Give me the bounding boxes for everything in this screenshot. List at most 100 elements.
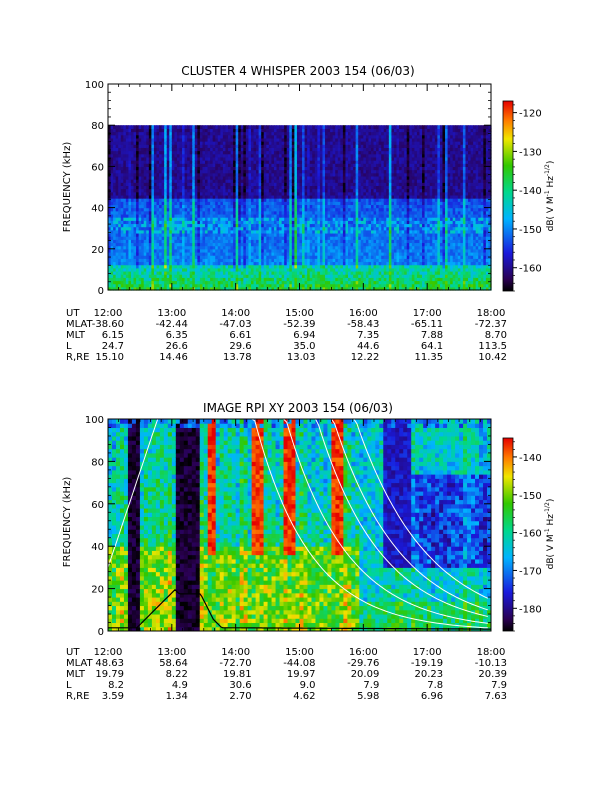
spectrogram-cell [194, 144, 198, 148]
spectrogram-cell [228, 220, 232, 225]
spectrogram-cell [230, 188, 234, 193]
spectrogram-cell [113, 150, 117, 155]
spectrogram-cell [220, 179, 224, 183]
spectrogram-cell [202, 223, 206, 228]
spectrogram-cell [161, 267, 165, 272]
spectrogram-cell [245, 286, 250, 291]
spectrogram-cell [115, 223, 119, 228]
spectrogram-cell [156, 245, 160, 250]
spectrogram-cell [125, 194, 130, 199]
spectrogram-cell [182, 261, 186, 266]
spectrogram-cell [222, 166, 227, 171]
spectrogram-cell [217, 175, 221, 180]
spectrogram-cell [235, 147, 239, 152]
spectrogram-cell [233, 236, 237, 240]
spectrogram-cell [217, 166, 221, 171]
spectrogram-cell [115, 236, 119, 240]
spectrogram-cell [187, 175, 191, 180]
spectrogram-cell [240, 141, 244, 145]
spectrogram-cell [161, 242, 165, 247]
spectrogram-cell [189, 223, 193, 228]
spectrogram-cell [243, 137, 247, 142]
spectrogram-cell [118, 172, 122, 177]
spectrogram-cell [235, 134, 239, 139]
spectrogram-cell [108, 223, 112, 228]
spectrogram-cell [161, 144, 165, 148]
spectrogram-cell [110, 147, 114, 152]
spectrogram-cell [179, 182, 183, 187]
spectrogram-cell [148, 274, 152, 278]
spectrogram-cell [235, 201, 239, 206]
spectrogram-cell [130, 207, 135, 212]
spectrogram-cell [123, 204, 127, 209]
spectrogram-cell [176, 229, 181, 234]
spectrogram-cell [133, 182, 137, 187]
spectrogram-cell [148, 166, 152, 171]
spectrogram-cell [215, 156, 219, 161]
spectrogram-cell [133, 242, 137, 247]
spectrogram-cell [133, 264, 137, 269]
spectrogram-cell [166, 153, 170, 158]
spectrogram-cell [212, 169, 216, 174]
spectrogram-cell [164, 182, 168, 187]
spectrogram-cell [118, 267, 122, 272]
spectrogram-cell [138, 274, 142, 278]
spectrogram-cell [238, 166, 242, 171]
spectrogram-cell [166, 134, 170, 139]
spectrogram-cell [199, 201, 204, 206]
spectrogram-cell [148, 156, 152, 161]
spectrogram-cell [238, 194, 242, 199]
spectrogram-cell [110, 277, 114, 282]
spectrogram-cell [230, 172, 234, 177]
spectrogram-cell [169, 191, 173, 196]
spectrogram-cell [113, 236, 117, 240]
spectrogram-cell [156, 242, 160, 247]
spectrogram-cell [159, 153, 163, 158]
spectrogram-cell [194, 283, 198, 288]
spectrogram-cell [245, 172, 250, 177]
spectrogram-cell [113, 179, 117, 183]
spectrogram-cell [115, 125, 119, 129]
spectrogram-cell [192, 277, 196, 282]
spectrogram-cell [156, 166, 160, 171]
spectrogram-cell [212, 229, 216, 234]
spectrogram-cell [151, 185, 155, 190]
spectrogram-cell [133, 232, 137, 237]
spectrogram-cell [250, 258, 255, 263]
spectrogram-cell [138, 267, 142, 272]
spectrogram-cell [110, 226, 114, 231]
spectrogram-cell [192, 134, 196, 139]
spectrogram-cell [207, 194, 211, 199]
spectrogram-cell [133, 179, 137, 183]
spectrogram-cell [138, 226, 142, 231]
spectrogram-cell [179, 270, 183, 275]
spectrogram-cell [194, 255, 198, 259]
spectrogram-cell [194, 251, 198, 256]
spectrogram-cell [118, 232, 122, 237]
spectrogram-cell [151, 217, 155, 221]
spectrogram-cell [143, 239, 147, 244]
spectrogram-cell [215, 175, 219, 180]
spectrogram-cell [250, 270, 255, 275]
spectrogram-cell [238, 131, 242, 136]
spectrogram-cell [118, 264, 122, 269]
spectrogram-cell [128, 147, 132, 152]
spectrogram-cell [189, 236, 193, 240]
spectrogram-cell [133, 255, 137, 259]
spectrogram-cell [156, 286, 160, 291]
spectrogram-cell [133, 166, 137, 171]
spectrogram-cell [169, 229, 173, 234]
spectrogram-cell [245, 229, 250, 234]
spectrogram-cell [248, 182, 252, 187]
spectrogram-cell [182, 207, 186, 212]
spectrogram-cell [222, 191, 227, 196]
spectrogram-cell [164, 163, 168, 167]
spectrogram-cell [169, 239, 173, 244]
spectrogram-cell [125, 245, 130, 250]
spectrogram-cell [222, 137, 227, 142]
spectrogram-cell [210, 194, 214, 199]
spectrogram-cell [222, 169, 227, 174]
spectrogram-cell [125, 217, 130, 221]
spectrogram-cell [225, 147, 229, 152]
spectrogram-cell [143, 280, 147, 285]
